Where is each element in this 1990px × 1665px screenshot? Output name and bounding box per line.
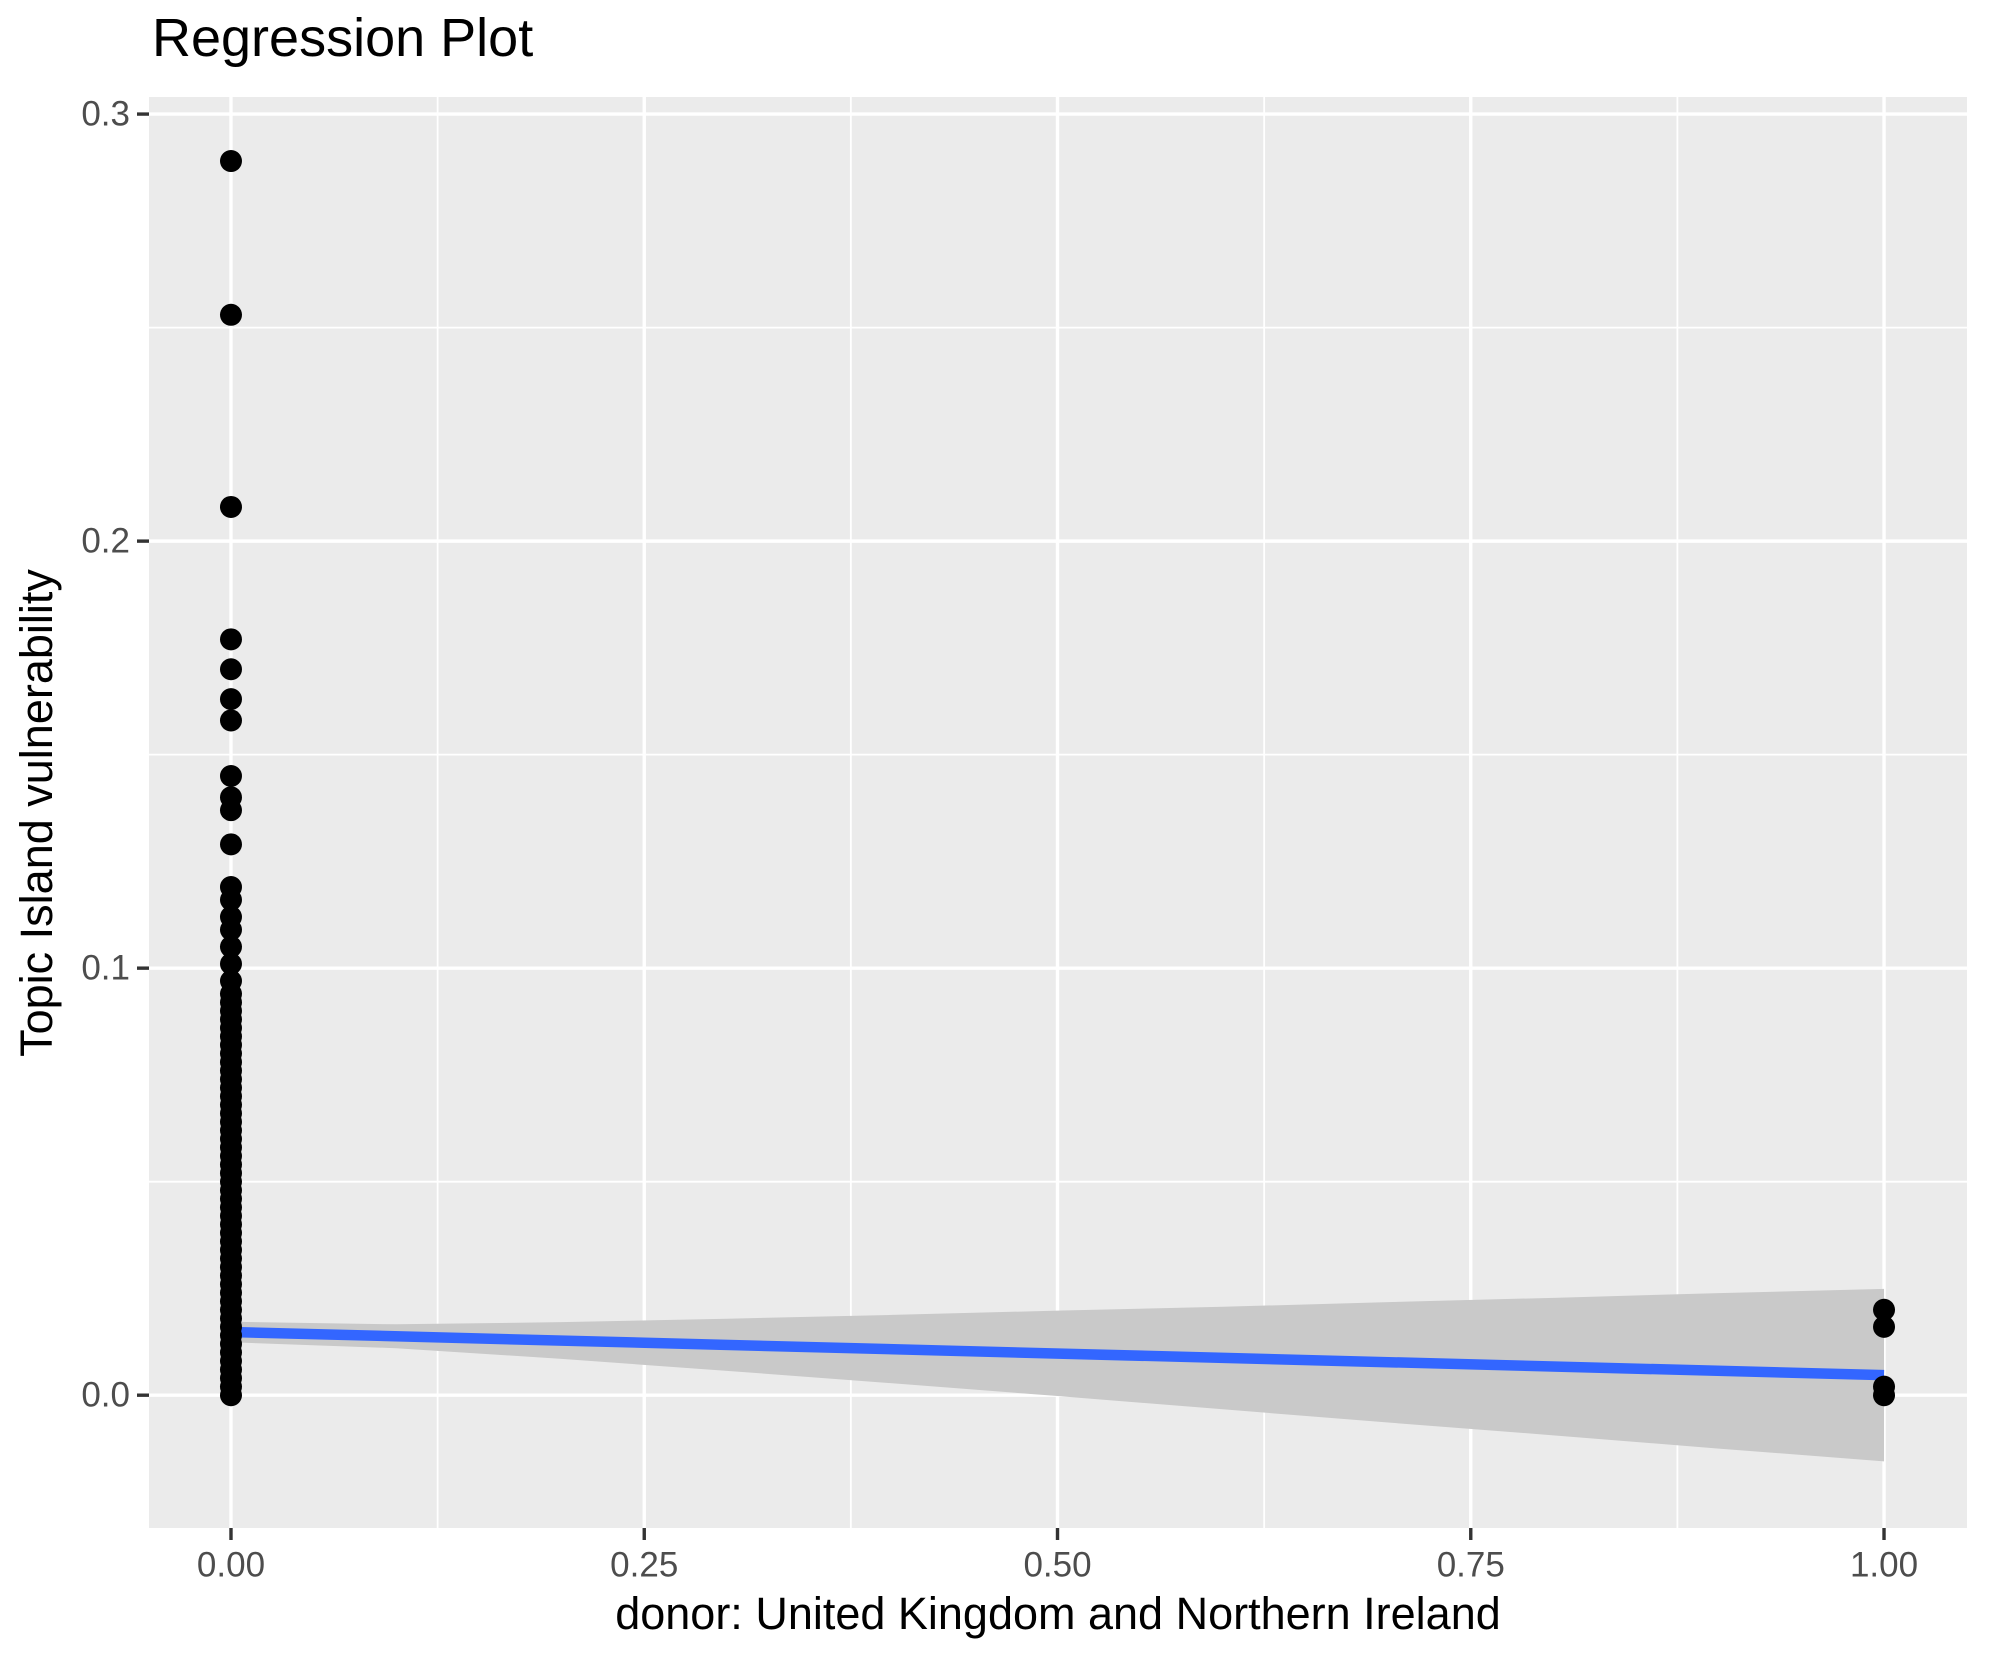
scatter-point xyxy=(219,658,242,681)
gridlines-major xyxy=(149,97,1967,1528)
scatter-point xyxy=(219,303,242,326)
scatter-point xyxy=(1873,1384,1896,1407)
y-tick-label: 0.1 xyxy=(81,949,130,988)
scatter-point xyxy=(219,799,242,822)
x-tick-label: 0.75 xyxy=(1437,1546,1505,1585)
scatter-point xyxy=(219,833,242,856)
scatter-point xyxy=(219,888,242,911)
x-tick-label: 0.00 xyxy=(197,1546,265,1585)
plot-title: Regression Plot xyxy=(152,8,534,68)
y-tick-label: 0.3 xyxy=(81,95,130,134)
scatter-point xyxy=(219,1384,242,1407)
scatter-points xyxy=(219,150,1896,1407)
scatter-point xyxy=(219,688,242,711)
x-axis-title: donor: United Kingdom and Northern Irela… xyxy=(615,1588,1501,1639)
scatter-point xyxy=(219,764,242,787)
confidence-band xyxy=(230,1288,1885,1462)
scatter-point xyxy=(219,495,242,518)
y-axis-tick-labels: 0.0 0.1 0.2 0.3 xyxy=(81,95,130,1415)
scatter-point xyxy=(219,628,242,651)
y-axis-title: Topic Island vulnerability xyxy=(11,569,62,1057)
scatter-point xyxy=(219,952,242,975)
x-tick-label: 0.50 xyxy=(1023,1546,1091,1585)
scatter-point xyxy=(219,150,242,173)
y-tick-label: 0.0 xyxy=(81,1376,130,1415)
scatter-point xyxy=(1873,1315,1896,1338)
scatter-point xyxy=(219,918,242,941)
scatter-point xyxy=(1873,1298,1896,1321)
y-tick-label: 0.2 xyxy=(81,522,130,561)
regression-line xyxy=(230,1326,1885,1381)
x-tick-label: 0.25 xyxy=(610,1546,678,1585)
scatter-point xyxy=(219,709,242,732)
x-tick-label: 1.00 xyxy=(1850,1546,1918,1585)
scatter-point xyxy=(219,935,242,958)
x-axis-tick-labels: 0.00 0.25 0.50 0.75 1.00 xyxy=(197,1546,1918,1585)
axis-tick-marks xyxy=(137,112,1886,1540)
